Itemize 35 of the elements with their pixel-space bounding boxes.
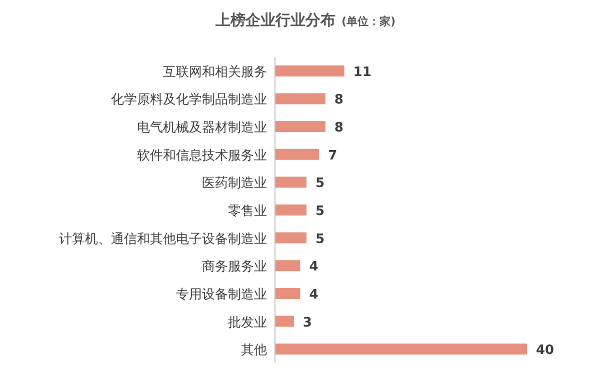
data-label: 7 [328,148,338,164]
chart-subtitle: (单位：家) [341,15,396,28]
data-label: 11 [353,64,372,80]
data-label: 5 [316,232,325,247]
data-label: 8 [334,120,344,136]
bar [275,260,300,272]
y-tick-label: 批发业 [228,315,267,330]
bar [275,65,344,76]
data-label: 5 [316,176,325,192]
bar [275,176,306,188]
data-label: 8 [334,92,344,108]
data-label: 40 [536,343,554,358]
y-tick-label: 商务服务业 [202,260,267,275]
bar [275,344,527,355]
bar [275,93,326,104]
y-tick-label: 其他 [241,343,267,358]
y-tick-label: 软件和信息技术服务业 [137,148,267,164]
bar [275,316,294,327]
y-tick-label: 计算机、通信和其他电子设备制造业 [59,232,267,247]
y-tick-label: 医药制造业 [202,176,267,192]
y-tick-label: 电气机械及器材制造业 [137,120,267,136]
data-label: 4 [309,287,318,302]
chart-title: 上榜企业行业分布 [214,11,336,29]
y-tick-label: 零售业 [228,204,267,219]
y-tick-label: 化学原料及化学制品制造业 [111,92,267,108]
data-label: 4 [309,260,318,275]
data-label: 5 [316,204,325,219]
bar [275,148,320,160]
bar [275,121,326,132]
y-tick-label: 互联网和相关服务 [163,64,267,80]
bar [275,288,300,299]
bar [275,204,306,216]
data-label: 3 [302,315,312,330]
y-tick-label: 专用设备制造业 [176,287,267,302]
bar [275,232,306,244]
